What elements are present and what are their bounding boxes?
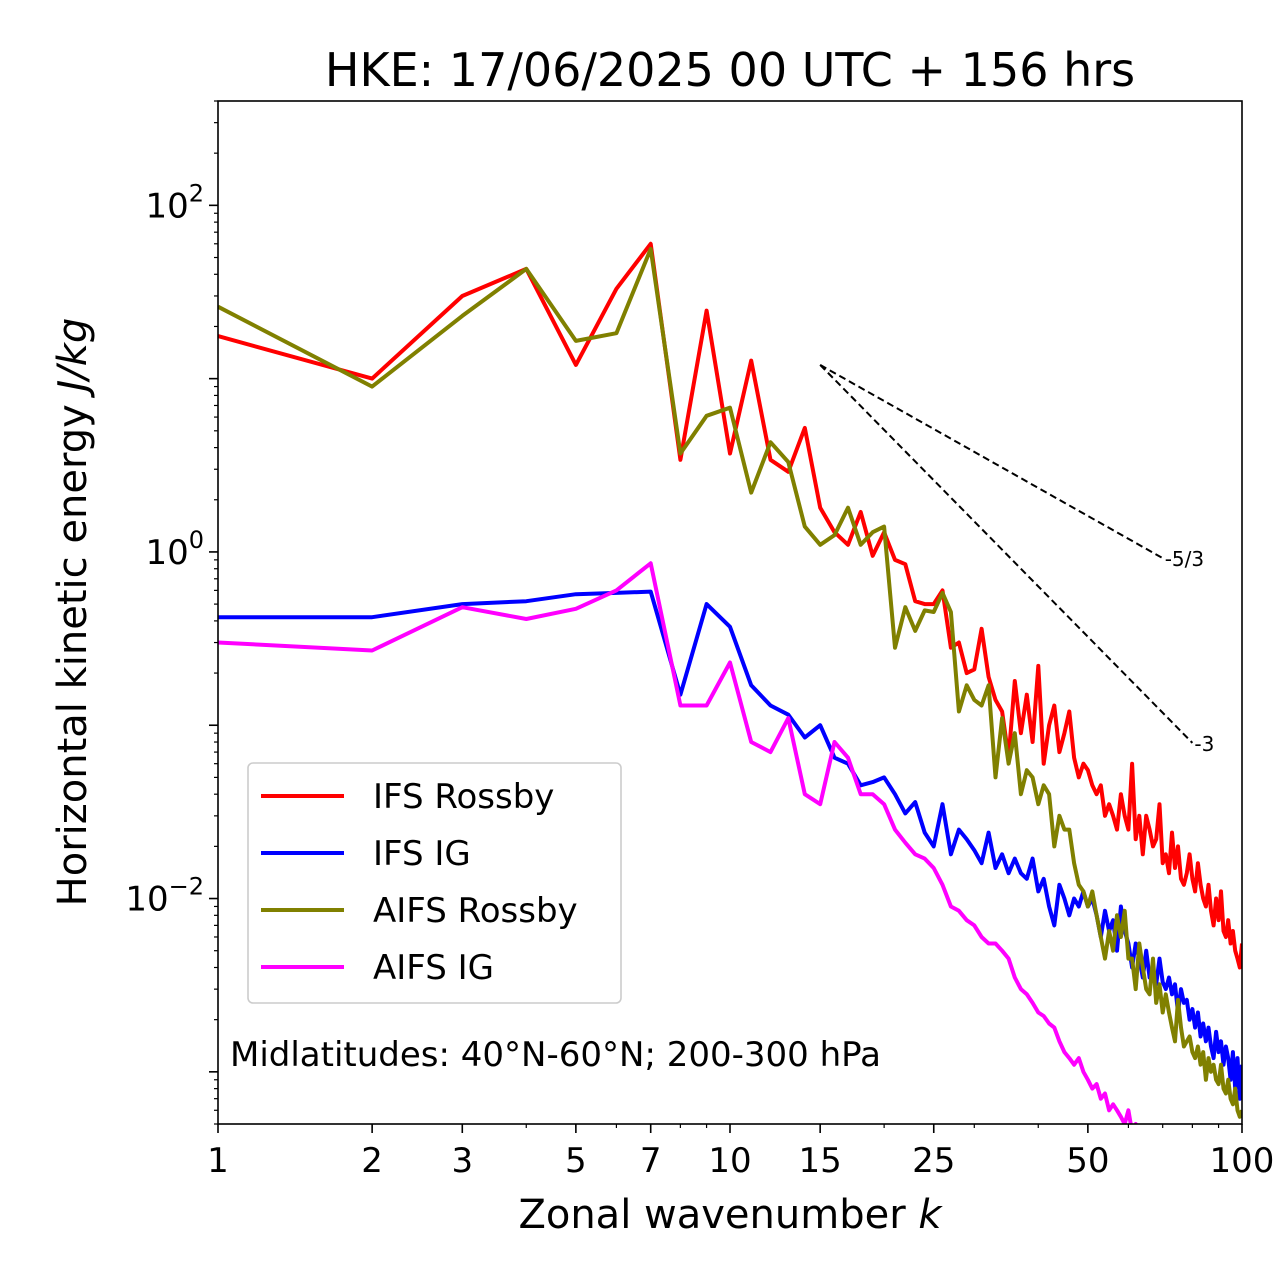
legend-label-3: AIFS IG xyxy=(373,948,494,988)
series-line-3 xyxy=(218,561,1138,1124)
x-tick-label: 15 xyxy=(799,1141,842,1181)
x-tick-label: 2 xyxy=(361,1141,383,1181)
x-tick-label: 25 xyxy=(912,1141,955,1181)
reference-line-label-0: -5/3 xyxy=(1165,547,1204,571)
x-axis-label: Zonal wavenumber k xyxy=(518,1192,943,1238)
legend: IFS Rossby IFS IG AIFS Rossby AIFS IG xyxy=(247,762,622,1004)
y-axis-label: Horizontal kinetic energy J/kg xyxy=(50,318,96,907)
legend-label-0: IFS Rossby xyxy=(373,777,554,817)
reference-line-labels: -5/3 -3 xyxy=(1165,547,1215,756)
y-axis-ticks: 102 100 10−2 xyxy=(125,100,218,1125)
legend-items: IFS Rossby IFS IG AIFS Rossby AIFS IG xyxy=(261,777,578,988)
legend-label-2: AIFS Rossby xyxy=(373,891,578,931)
x-tick-label: 10 xyxy=(708,1141,751,1181)
reference-line-1 xyxy=(819,364,1194,744)
legend-frame xyxy=(247,762,622,1004)
y-tick-label: 100 xyxy=(145,526,204,573)
y-tick-label: 102 xyxy=(145,179,204,226)
x-tick-label: 5 xyxy=(565,1141,587,1181)
reference-lines xyxy=(819,364,1194,744)
x-axis-ticks: 1 2 3 5 7 10 15 25 50 100 xyxy=(207,1124,1274,1181)
x-tick-label: 50 xyxy=(1066,1141,1109,1181)
y-tick-label: 10−2 xyxy=(125,873,204,920)
series-line-2 xyxy=(218,247,1242,1119)
x-tick-label: 7 xyxy=(640,1141,662,1181)
chart-title: HKE: 17/06/2025 00 UTC + 156 hrs xyxy=(325,43,1135,97)
series-lines xyxy=(218,241,1242,1124)
x-tick-label: 1 xyxy=(207,1141,229,1181)
region-annotation: Midlatitudes: 40°N-60°N; 200-300 hPa xyxy=(230,1035,881,1075)
x-tick-label: 3 xyxy=(451,1141,473,1181)
legend-label-1: IFS IG xyxy=(373,834,471,874)
x-tick-label: 100 xyxy=(1210,1141,1275,1181)
reference-line-label-1: -3 xyxy=(1194,732,1214,756)
